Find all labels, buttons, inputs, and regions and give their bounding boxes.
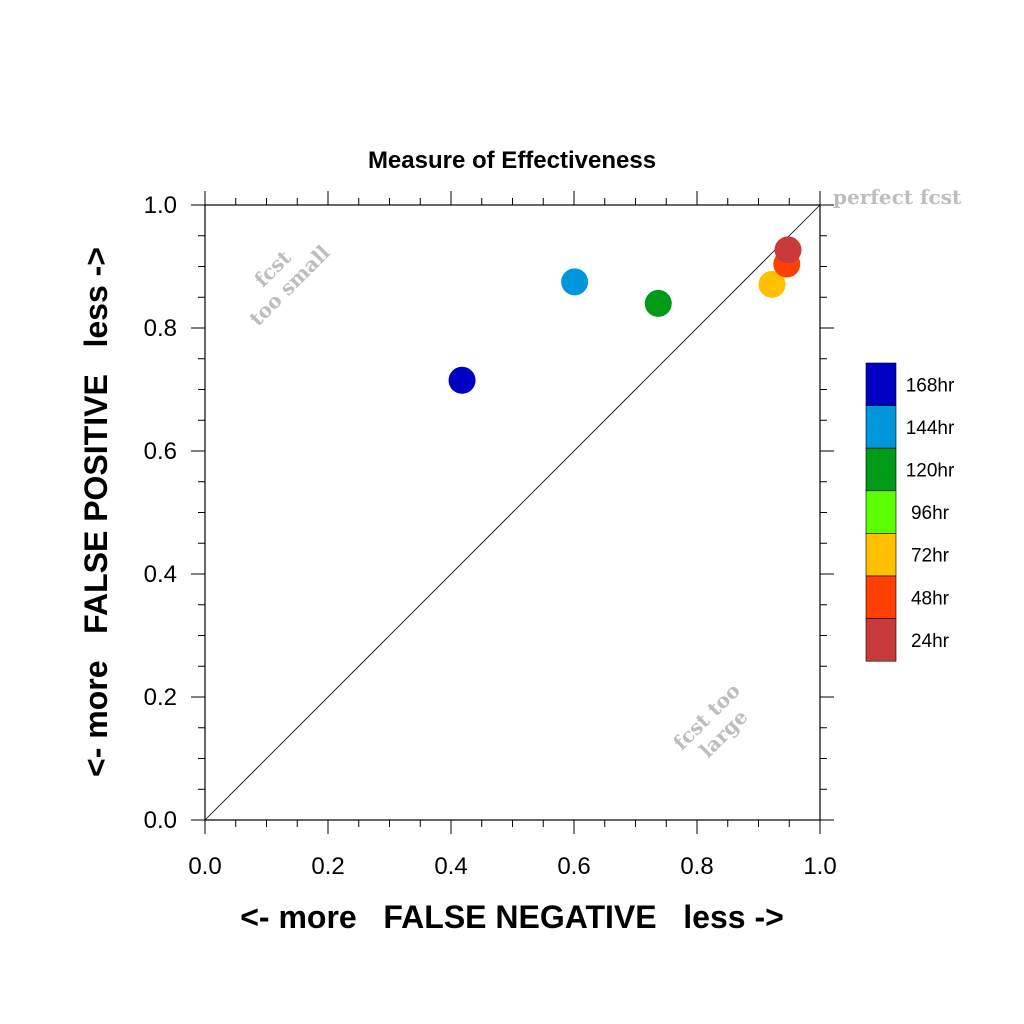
y-tick-label: 0.4 — [144, 561, 177, 588]
x-tick-label: 0.4 — [434, 853, 467, 880]
x-tick-label: 0.8 — [680, 853, 713, 880]
legend-label-72hr: 72hr — [911, 546, 950, 567]
y-tick-label: 0.6 — [144, 438, 177, 465]
perfect-fcst-note: perfect fcst — [833, 185, 962, 209]
x-axis-label: <- more FALSE NEGATIVE less -> — [240, 899, 784, 935]
x-tick-label: 0.2 — [311, 853, 344, 880]
legend-label-24hr: 24hr — [911, 631, 950, 652]
legend: 168hr 144hr 120hr 96hr 72hr 48hr 24hr — [865, 362, 955, 662]
point-144hr — [561, 268, 589, 296]
x-tick-label: 0.0 — [188, 853, 221, 880]
point-120hr — [644, 289, 672, 317]
too-large-note: fcst too large — [668, 678, 752, 762]
legend-swatch-72hr — [865, 533, 897, 577]
legend-label-96hr: 96hr — [911, 503, 950, 524]
plot-axes: 0.0 0.2 0.4 0.6 0.8 1.0 0.0 0.2 0.4 0.6 0.8 1.0 — [144, 191, 837, 880]
point-24hr — [774, 236, 802, 264]
legend-swatch-144hr — [865, 405, 897, 449]
legend-swatch-24hr — [865, 618, 897, 662]
y-tick-label: 0.8 — [144, 315, 177, 342]
chart-title: Measure of Effectiveness — [368, 147, 656, 174]
point-168hr — [448, 366, 476, 394]
x-tick-label: 1.0 — [803, 853, 836, 880]
legend-swatch-96hr — [865, 490, 897, 534]
perfect-forecast-diagonal — [204, 204, 821, 821]
too-small-line-2: too small — [244, 240, 334, 330]
point-72hr — [758, 270, 786, 298]
legend-swatch-120hr — [865, 447, 897, 492]
legend-label-48hr: 48hr — [911, 588, 950, 609]
y-axis-label: <- more FALSE POSITIVE less -> — [78, 247, 114, 777]
x-tick-label: 0.6 — [557, 853, 590, 880]
legend-label-168hr: 168hr — [906, 375, 955, 396]
legend-label-120hr: 120hr — [906, 461, 955, 482]
y-tick-label: 0.2 — [144, 684, 177, 711]
y-tick-label: 0.0 — [144, 807, 177, 834]
diagonal-line — [204, 204, 821, 821]
legend-label-144hr: 144hr — [906, 418, 955, 439]
too-small-note: fcst too small — [244, 240, 334, 330]
data-points — [448, 236, 802, 394]
legend-swatch-48hr — [865, 575, 897, 619]
legend-swatch-168hr — [865, 362, 897, 406]
y-tick-label: 1.0 — [144, 192, 177, 219]
